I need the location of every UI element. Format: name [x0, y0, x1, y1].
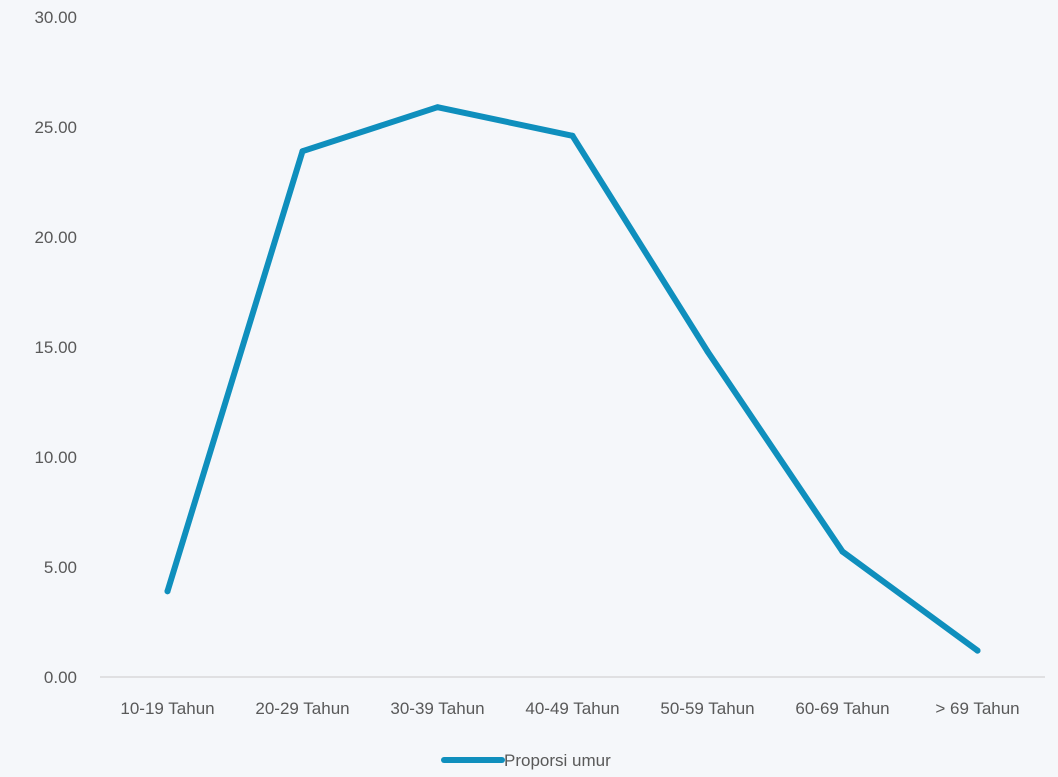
- x-tick-label: > 69 Tahun: [935, 699, 1019, 718]
- data-point: [704, 348, 711, 355]
- x-tick-label: 40-49 Tahun: [525, 699, 619, 718]
- x-tick-label: 20-29 Tahun: [255, 699, 349, 718]
- y-axis-tick-labels: 0.00 5.00 10.00 15.00 20.00 25.00 30.00: [34, 8, 77, 687]
- x-axis-tick-labels: 10-19 Tahun 20-29 Tahun 30-39 Tahun 40-49 T…: [120, 699, 1019, 718]
- x-tick-label: 10-19 Tahun: [120, 699, 214, 718]
- y-tick-label: 10.00: [34, 448, 77, 467]
- series-group: [164, 104, 981, 654]
- data-point: [974, 647, 981, 654]
- x-tick-label: 60-69 Tahun: [795, 699, 889, 718]
- y-tick-label: 25.00: [34, 118, 77, 137]
- data-point: [299, 148, 306, 155]
- data-point: [839, 548, 846, 555]
- y-tick-label: 5.00: [44, 558, 77, 577]
- x-tick-label: 30-39 Tahun: [390, 699, 484, 718]
- y-tick-label: 30.00: [34, 8, 77, 27]
- y-tick-label: 0.00: [44, 668, 77, 687]
- legend: Proporsi umur: [441, 751, 611, 770]
- y-tick-label: 15.00: [34, 338, 77, 357]
- y-tick-label: 20.00: [34, 228, 77, 247]
- data-point: [164, 588, 171, 595]
- series-line: [164, 104, 981, 654]
- data-point: [569, 132, 576, 139]
- x-tick-label: 50-59 Tahun: [660, 699, 754, 718]
- data-point: [434, 104, 441, 111]
- legend-label: Proporsi umur: [504, 751, 611, 770]
